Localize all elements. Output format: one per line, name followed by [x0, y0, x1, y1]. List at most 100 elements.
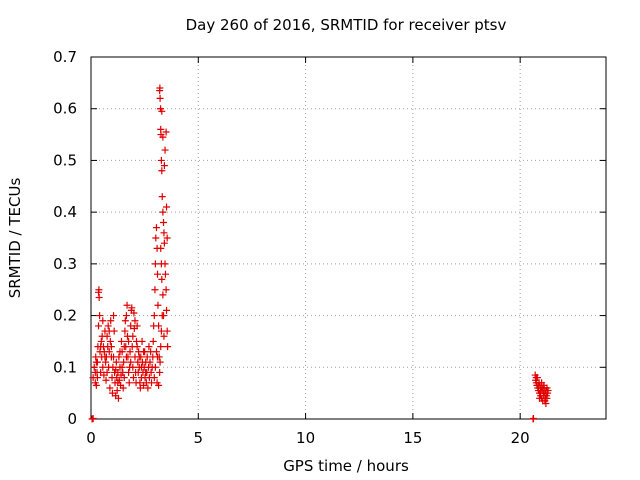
- data-point: [158, 312, 166, 320]
- data-point: [156, 84, 164, 92]
- data-point: [120, 343, 128, 351]
- x-tick-label: 20: [511, 429, 530, 447]
- grid-lines: [91, 57, 606, 419]
- data-point: [116, 348, 124, 356]
- data-point: [154, 270, 162, 278]
- data-point: [102, 358, 110, 366]
- data-point: [93, 374, 101, 382]
- data-point: [156, 94, 164, 102]
- data-point: [126, 348, 134, 356]
- data-point: [157, 343, 165, 351]
- data-point: [97, 343, 105, 351]
- data-point: [151, 286, 159, 294]
- data-point: [91, 368, 99, 376]
- data-point: [105, 348, 113, 356]
- data-point: [157, 260, 165, 268]
- data-point: [161, 270, 169, 278]
- data-point: [103, 332, 111, 340]
- data-point: [151, 260, 159, 268]
- data-point: [112, 358, 120, 366]
- data-point: [102, 376, 110, 384]
- data-point: [125, 337, 133, 345]
- data-point: [127, 322, 135, 330]
- y-tick-label: 0.1: [53, 358, 77, 376]
- data-point: [112, 366, 120, 374]
- data-point: [163, 234, 171, 242]
- data-point: [159, 291, 167, 299]
- data-point: [144, 384, 152, 392]
- data-point: [142, 368, 150, 376]
- data-point: [152, 234, 160, 242]
- x-tick-label: 0: [86, 429, 96, 447]
- data-point: [161, 146, 169, 154]
- data-point: [156, 358, 164, 366]
- data-point: [127, 358, 135, 366]
- data-point: [149, 337, 157, 345]
- data-point: [129, 332, 137, 340]
- data-point: [110, 312, 118, 320]
- data-point: [113, 387, 121, 395]
- data-point: [163, 203, 171, 211]
- x-tick-label: 10: [296, 429, 315, 447]
- data-point: [117, 337, 125, 345]
- y-tick-label: 0.5: [53, 151, 77, 169]
- data-point: [163, 306, 171, 314]
- data-point: [99, 317, 107, 325]
- x-tick-label: 5: [194, 429, 204, 447]
- data-point: [542, 399, 550, 407]
- data-point: [122, 353, 130, 361]
- data-point: [158, 107, 166, 115]
- data-point: [121, 327, 129, 335]
- data-point: [137, 363, 145, 371]
- data-point: [125, 379, 133, 387]
- data-point: [544, 387, 552, 395]
- data-point: [154, 353, 162, 361]
- y-tick-label: 0.6: [53, 100, 77, 118]
- data-point: [97, 337, 105, 345]
- data-point: [158, 193, 166, 201]
- data-point: [146, 358, 154, 366]
- data-point: [130, 309, 138, 317]
- data-point: [107, 343, 115, 351]
- data-point: [106, 337, 114, 345]
- data-point: [160, 218, 168, 226]
- data-point: [156, 368, 164, 376]
- data-point: [160, 239, 168, 247]
- data-point: [107, 317, 115, 325]
- data-point: [110, 353, 118, 361]
- data-point: [157, 156, 165, 164]
- data-point: [157, 327, 165, 335]
- data-point: [152, 348, 160, 356]
- data-point: [150, 374, 158, 382]
- data-point: [119, 384, 127, 392]
- axis-ticks: [90, 56, 606, 420]
- data-point: [128, 304, 136, 312]
- data-point: [133, 322, 141, 330]
- data-point: [95, 293, 103, 301]
- data-point: [120, 358, 128, 366]
- y-tick-label: 0: [67, 410, 77, 428]
- data-point: [529, 414, 537, 422]
- data-point: [138, 337, 146, 345]
- data-point: [160, 229, 168, 237]
- data-point: [121, 317, 129, 325]
- data-point: [125, 368, 133, 376]
- y-tick-label: 0.7: [53, 48, 77, 66]
- y-tick-label: 0.3: [53, 255, 77, 273]
- y-axis-label: SRMTID / TECUs: [6, 178, 24, 299]
- data-points: [88, 84, 552, 423]
- data-point: [160, 162, 168, 170]
- data-point: [159, 208, 167, 216]
- data-point: [532, 374, 540, 382]
- data-point: [540, 381, 548, 389]
- data-point: [122, 312, 130, 320]
- chart-title: Day 260 of 2016, SRMTID for receiver pts…: [186, 16, 507, 34]
- data-point: [162, 128, 170, 136]
- data-point: [133, 343, 141, 351]
- y-tick-label: 0.4: [53, 203, 77, 221]
- data-point: [89, 414, 97, 422]
- data-point: [158, 275, 166, 283]
- data-point: [101, 353, 109, 361]
- data-point: [129, 363, 137, 371]
